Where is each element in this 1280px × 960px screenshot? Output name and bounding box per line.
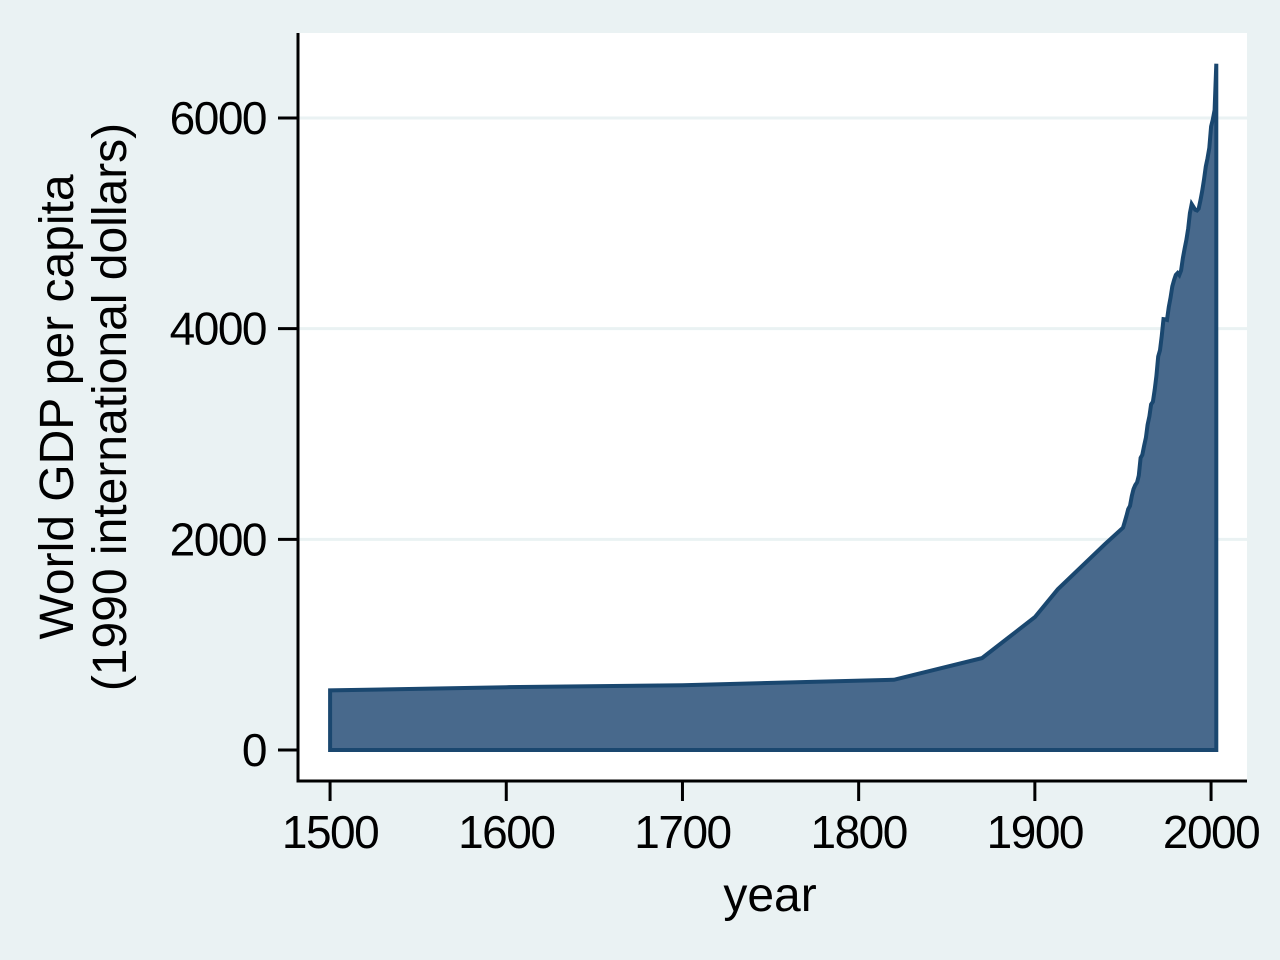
x-tick-label: 1800 — [810, 806, 906, 858]
x-tick-label: 1700 — [634, 806, 730, 858]
y-axis-title: World GDP per capita (1990 international… — [31, 122, 138, 692]
x-tick-label: 1600 — [458, 806, 554, 858]
y-tick-label: 2000 — [170, 513, 266, 565]
y-axis-title-line2: (1990 international dollars) — [84, 122, 137, 692]
x-tick-label: 1500 — [282, 806, 378, 858]
y-tick-label: 6000 — [170, 92, 266, 144]
y-axis-title-line1: World GDP per capita — [31, 174, 85, 640]
y-tick-label: 4000 — [170, 303, 266, 355]
x-tick-label: 2000 — [1163, 806, 1259, 858]
y-tick-label: 0 — [242, 724, 266, 776]
gdp-area-series — [328, 63, 1219, 752]
x-axis-title: year — [723, 869, 817, 922]
x-tick-label: 1900 — [987, 806, 1083, 858]
